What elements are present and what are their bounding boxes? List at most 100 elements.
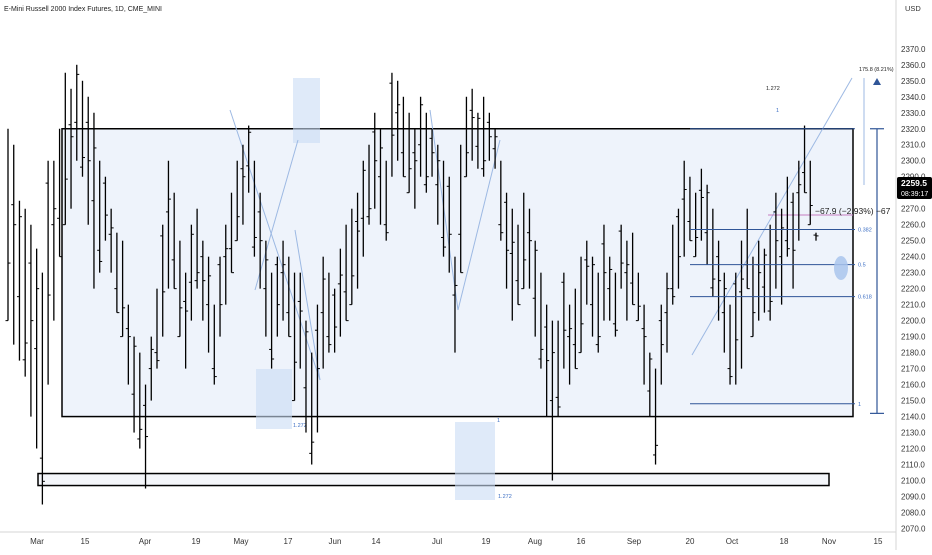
ohlc-bar [355, 192, 361, 289]
y-tick-label: 2230.0 [901, 269, 926, 278]
ohlc-bar [102, 176, 108, 241]
ohlc-bar [796, 160, 802, 241]
ohlc-bar [687, 176, 693, 242]
y-tick-label: 2130.0 [901, 429, 926, 438]
projection-line-2 [254, 139, 299, 291]
ohlc-bar [446, 176, 452, 273]
x-tick-label: 20 [686, 537, 695, 546]
ohlc-bar [131, 336, 137, 433]
ohlc-bar [320, 256, 326, 369]
ohlc-bar [498, 160, 504, 241]
projection-ratio-label: 1 [776, 108, 779, 114]
projection-ratio-label: 1 [497, 418, 500, 424]
ohlc-bar [360, 160, 366, 257]
ohlc-bar [160, 224, 166, 337]
chart-title: E-Mini Russell 2000 Index Futures, 1D, C… [4, 6, 162, 13]
projection-line-3 [294, 229, 321, 381]
ohlc-bar [326, 272, 332, 353]
y-tick-label: 2240.0 [901, 253, 926, 262]
ohlc-bar [727, 304, 733, 385]
ohlc-bar [171, 192, 177, 290]
ohlc-bar [463, 96, 469, 178]
projection-zone-3 [455, 422, 495, 500]
y-tick-label: 2080.0 [901, 509, 926, 518]
last-price-value: 2259.5 [901, 178, 927, 188]
ohlc-bar [16, 200, 22, 361]
ohlc-bar [767, 224, 773, 321]
ohlc-bar [624, 240, 630, 321]
y-tick-label: 2110.0 [901, 461, 925, 470]
ohlc-bar [406, 112, 412, 194]
ohlc-bar [572, 288, 578, 370]
ohlc-bar [125, 304, 131, 385]
ohlc-bar [120, 240, 126, 338]
ohlc-bar [400, 96, 406, 178]
ohlc-bar [555, 320, 561, 417]
measure-label: 175.8 (8.21%) [859, 67, 894, 73]
countdown-timer: 08:39:17 [901, 191, 928, 198]
ohlc-bar [567, 304, 573, 385]
range-box[interactable] [61, 128, 854, 418]
y-tick-label: 2250.0 [901, 237, 926, 246]
ohlc-bar [710, 208, 716, 297]
y-tick-label: 2120.0 [901, 445, 926, 454]
ohlc-bar [532, 240, 538, 337]
ohlc-bar [538, 272, 544, 369]
ohlc-bar [343, 224, 349, 322]
x-tick-label: 14 [372, 537, 381, 546]
ohlc-bar [251, 160, 257, 257]
x-tick-label: 19 [192, 537, 201, 546]
ohlc-bar [303, 320, 309, 433]
y-tick-label: 2190.0 [901, 333, 926, 342]
target-ellipse[interactable] [834, 256, 848, 280]
last-price-badge: 2259.5 08:39:17 [897, 177, 932, 199]
y-tick-label: 2220.0 [901, 285, 926, 294]
ohlc-bar [74, 64, 80, 161]
support-box[interactable] [37, 472, 830, 487]
fib-label-0.618: 0.618 [858, 295, 872, 301]
ohlc-bar [366, 144, 372, 225]
ohlc-bar [228, 192, 234, 274]
ohlc-bar [458, 144, 464, 274]
ohlc-bar [423, 112, 429, 193]
ohlc-bar [641, 304, 647, 385]
ohlc-bar [630, 232, 636, 306]
y-tick-label: 2270.0 [901, 205, 926, 214]
x-tick-label: 17 [284, 537, 293, 546]
fib-label-1: 1 [858, 402, 861, 408]
ohlc-bar [418, 96, 424, 177]
y-tick-label: 2100.0 [901, 477, 926, 486]
ohlc-bar [34, 248, 40, 449]
ohlc-bar [802, 125, 808, 194]
x-tick-label: 19 [482, 537, 491, 546]
fib-extension-label: 1.272 [766, 86, 780, 92]
ohlc-bar [612, 272, 618, 337]
ohlc-bar [383, 160, 389, 241]
y-tick-label: 2360.0 [901, 61, 926, 70]
ohlc-bar [137, 352, 143, 449]
ohlc-bar [148, 336, 154, 401]
y-tick-label: 2210.0 [901, 301, 926, 310]
ohlc-bar [504, 192, 510, 289]
ohlc-bar [269, 272, 275, 369]
x-tick-label: 18 [780, 537, 789, 546]
ohlc-bar [91, 112, 97, 289]
ohlc-bar [578, 256, 584, 354]
ohlc-bar [11, 144, 17, 345]
ohlc-bar [452, 256, 458, 353]
ohlc-bar [263, 240, 269, 337]
ohlc-bar [22, 208, 28, 377]
ohlc-bar [704, 184, 710, 265]
x-tick-label: Jul [432, 537, 442, 546]
ohlc-bar [739, 240, 745, 369]
y-tick-label: 2200.0 [901, 317, 926, 326]
ohlc-bar [584, 240, 590, 305]
x-tick-label: Aug [528, 537, 542, 546]
ohlc-bar [790, 192, 796, 289]
x-tick-label: 15 [81, 537, 90, 546]
y-tick-label: 2170.0 [901, 365, 926, 374]
ohlc-bar [114, 232, 120, 314]
y-tick-label: 2320.0 [901, 125, 926, 134]
ohlc-bar [813, 232, 819, 241]
